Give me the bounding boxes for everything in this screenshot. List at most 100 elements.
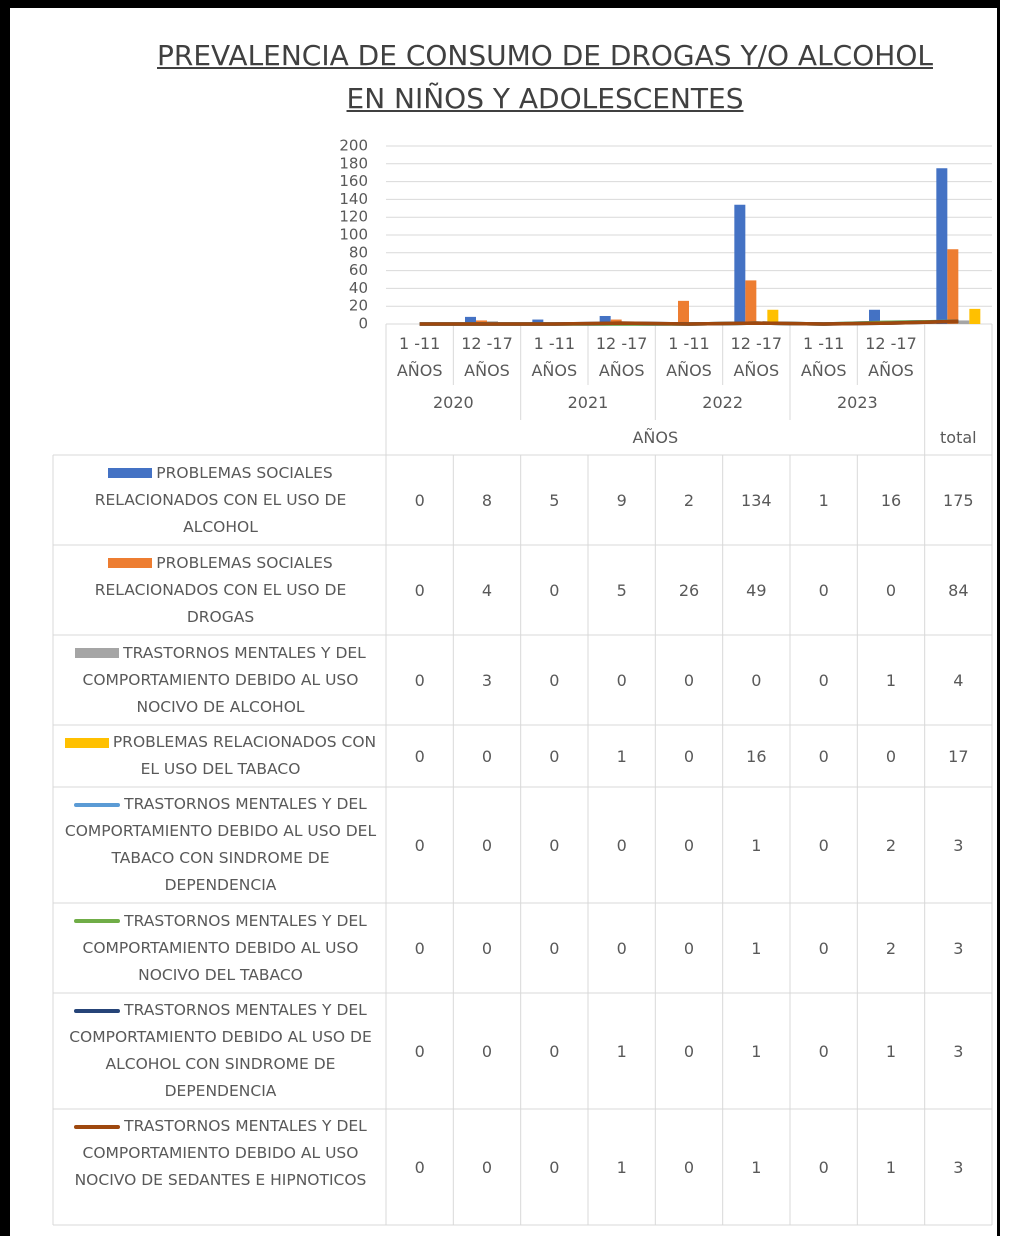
- chart-title: PREVALENCIA DE CONSUMO DE DROGAS Y/O ALC…: [157, 39, 933, 115]
- x-tick-label: 12 -17 AÑOS: [865, 333, 917, 380]
- table-value: 0: [818, 580, 829, 600]
- table-value: 0: [414, 580, 425, 600]
- table-value: 1: [616, 1157, 627, 1177]
- table-value: 3: [953, 938, 964, 958]
- table-value: 0: [414, 490, 425, 510]
- table-value: 16: [880, 490, 902, 510]
- group-label: 2022: [702, 393, 744, 412]
- table-value: 0: [481, 746, 493, 766]
- y-tick-label: 60: [349, 261, 368, 279]
- table-value: 1: [885, 1041, 897, 1061]
- legend-label: TRASTORNOS MENTALES Y DEL COMPORTAMIENTO…: [82, 643, 366, 716]
- legend-key: [74, 919, 121, 923]
- table-value: 16: [746, 746, 767, 766]
- x-tick-label: 1 -11 AÑOS: [396, 333, 443, 380]
- legend-entry: PROBLEMAS SOCIALES RELACIONADOS CON EL U…: [53, 545, 386, 635]
- table-value: 0: [885, 746, 897, 766]
- bar: [678, 300, 689, 324]
- table-value: 0: [549, 835, 560, 855]
- table-value: 0: [414, 835, 425, 855]
- bar: [958, 320, 970, 324]
- table-value: 0: [818, 670, 829, 690]
- table-value: 0: [414, 938, 425, 958]
- table-value: 2: [683, 490, 695, 510]
- bar: [465, 316, 476, 324]
- legend-key: [74, 802, 121, 807]
- legend-entry: TRASTORNOS MENTALES Y DEL COMPORTAMIENTO…: [53, 1109, 386, 1225]
- table-value: 0: [616, 670, 627, 690]
- table-value: 175: [943, 490, 974, 510]
- legend-key: [108, 558, 153, 568]
- y-tick-label: 180: [339, 154, 368, 172]
- legend-entry: PROBLEMAS RELACIONADOS CON EL USO DEL TA…: [53, 725, 386, 787]
- legend-label: PROBLEMAS RELACIONADOS CON EL USO DEL TA…: [112, 733, 377, 778]
- table-value: 5: [549, 490, 560, 510]
- legend-entry: TRASTORNOS MENTALES Y DEL COMPORTAMIENTO…: [53, 903, 386, 993]
- bar: [969, 308, 981, 324]
- legend-label: TRASTORNOS MENTALES Y DEL COMPORTAMIENTO…: [64, 795, 377, 894]
- table-value: 49: [746, 580, 767, 600]
- group-label: total: [940, 428, 977, 447]
- group-label: 2020: [432, 393, 474, 412]
- table-value: 1: [751, 1041, 762, 1061]
- table-value: 0: [818, 835, 829, 855]
- x-tick-label: 12 -17 AÑOS: [595, 333, 648, 380]
- table-value: 1: [751, 835, 762, 855]
- bar: [599, 315, 611, 324]
- legend-key: [74, 1008, 121, 1013]
- table-value: 26: [678, 580, 700, 600]
- table-value: 3: [953, 1041, 964, 1061]
- table-value: 0: [549, 580, 560, 600]
- table-value: 1: [751, 1157, 762, 1177]
- x-tick-label: 1 -11 AÑOS: [666, 333, 712, 380]
- group-label: AÑOS: [632, 428, 679, 447]
- table-value: 0: [481, 1041, 493, 1061]
- table-value: 0: [683, 1157, 695, 1177]
- legend-entry: PROBLEMAS SOCIALES RELACIONADOS CON EL U…: [53, 455, 386, 545]
- y-tick-label: 200: [339, 137, 368, 155]
- bar: [532, 319, 544, 324]
- legend-label: TRASTORNOS MENTALES Y DEL COMPORTAMIENTO…: [82, 911, 367, 984]
- table-value: 0: [818, 1041, 829, 1061]
- legend-key: [74, 1124, 121, 1129]
- line: [419, 319, 959, 326]
- table-value: 0: [549, 1041, 560, 1061]
- table-value: 3: [953, 1157, 964, 1177]
- legend-label: TRASTORNOS MENTALES Y DEL COMPORTAMIENTO…: [74, 1117, 367, 1189]
- table-value: 0: [549, 938, 560, 958]
- bar: [936, 168, 948, 324]
- legend-entry: TRASTORNOS MENTALES Y DEL COMPORTAMIENTO…: [53, 635, 386, 725]
- table-value: 0: [616, 835, 627, 855]
- table-value: 0: [549, 746, 560, 766]
- y-tick-label: 100: [339, 226, 368, 244]
- table-value: 4: [953, 670, 964, 690]
- table-value: 2: [885, 938, 897, 958]
- table-value: 0: [683, 746, 695, 766]
- table-value: 2: [885, 835, 897, 855]
- table-value: 0: [683, 1041, 695, 1061]
- table-value: 0: [818, 746, 829, 766]
- y-tick-label: 40: [349, 279, 368, 297]
- table-value: 84: [948, 580, 969, 600]
- table-value: 8: [481, 490, 493, 510]
- legend-label: PROBLEMAS SOCIALES RELACIONADOS CON EL U…: [94, 463, 347, 536]
- table-value: 1: [885, 670, 897, 690]
- table-value: 0: [414, 746, 425, 766]
- legend-entry: TRASTORNOS MENTALES Y DEL COMPORTAMIENTO…: [53, 787, 386, 903]
- table-value: 0: [549, 1157, 560, 1177]
- y-tick-label: 0: [358, 315, 368, 333]
- table-value: 0: [481, 835, 493, 855]
- table-value: 0: [885, 580, 897, 600]
- table-value: 0: [683, 670, 695, 690]
- table-value: 0: [414, 1157, 425, 1177]
- legend-key: [108, 468, 153, 478]
- bar: [767, 309, 779, 324]
- table-value: 1: [818, 490, 829, 510]
- table-value: 5: [616, 580, 627, 600]
- legend-key: [75, 648, 120, 658]
- bar: [947, 249, 959, 324]
- table-value: 134: [741, 490, 772, 510]
